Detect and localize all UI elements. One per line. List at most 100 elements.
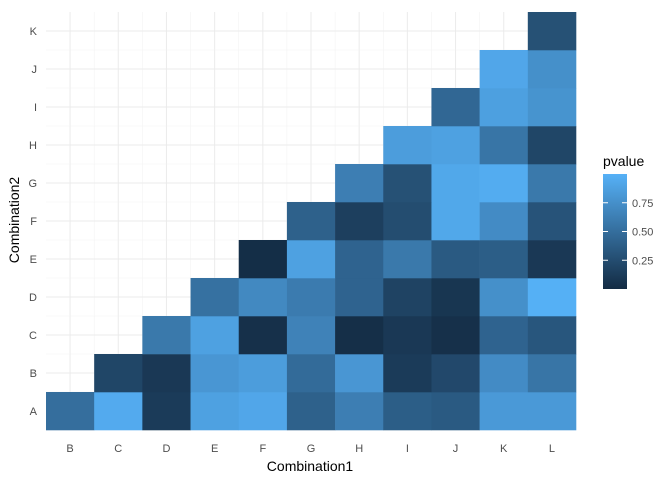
y-axis-ticks: A B C D E F G H I J K [28,26,37,418]
x-axis-ticks: B C D E F G H I J K L [66,443,555,455]
heatmap-cell [527,202,577,241]
x-tick-label: G [307,443,316,455]
heatmap-cell [94,354,143,393]
heatmap-cell [142,316,191,355]
heatmap-cell [238,240,288,279]
heatmap-cell [335,240,384,279]
heatmap-cell [286,392,336,431]
heatmap-cell [479,240,529,279]
heatmap-cell [286,240,336,279]
x-tick-label: K [500,443,508,455]
x-tick-label: J [453,443,459,455]
heatmap-cell [46,392,95,431]
x-tick-label: E [211,443,218,455]
legend-tick-label: 0.50 [632,227,653,239]
y-tick-label: A [30,406,38,418]
heatmap-cell [383,316,432,355]
x-tick-label: C [114,443,122,455]
y-axis-title: Combination2 [6,177,22,264]
heatmap-cell [527,12,577,51]
x-tick-label: F [259,443,266,455]
heatmap-cell [527,50,577,89]
heatmap-cell [479,88,529,127]
y-tick-label: G [28,178,37,190]
heatmap-cell [190,316,240,355]
heatmap-cell [479,354,529,393]
heatmap-cell [479,164,529,203]
heatmap-cell [527,354,577,393]
legend: pvalue 0.25 0.50 0.75 [603,153,653,289]
heatmap-cell [238,354,288,393]
heatmap-cell [527,88,577,127]
x-tick-label: B [66,443,73,455]
legend-tick-label: 0.25 [632,255,653,267]
heatmap-cell [479,278,529,317]
heatmap-cell [527,126,577,165]
heatmap-cell [479,316,529,355]
heatmap-cell [335,278,384,317]
heatmap-cell [431,278,480,317]
heatmap-cell [142,392,191,431]
heatmap-cell [527,240,577,279]
heatmap-cell [286,202,336,241]
legend-ticks: 0.25 0.50 0.75 [603,198,653,267]
heatmap-cell [479,392,529,431]
heatmap-cell [335,392,384,431]
heatmap-cell [383,240,432,279]
heatmap-cell [431,126,480,165]
heatmap-cells [46,12,577,431]
heatmap-cell [431,354,480,393]
heatmap-cell [94,392,143,431]
heatmap-cell [190,354,240,393]
x-tick-label: I [406,443,409,455]
heatmap-cell [286,278,336,317]
heatmap-cell [527,164,577,203]
heatmap-cell [190,392,240,431]
heatmap-cell [335,316,384,355]
heatmap-cell [335,202,384,241]
heatmap-cell [479,50,529,89]
heatmap-cell [383,164,432,203]
y-tick-label: C [29,330,37,342]
heatmap-cell [431,240,480,279]
heatmap-cell [286,316,336,355]
heatmap-cell [383,202,432,241]
heatmap-cell [238,316,288,355]
heatmap-cell [383,278,432,317]
legend-title: pvalue [603,153,644,169]
heatmap-cell [431,202,480,241]
heatmap-cell [142,354,191,393]
heatmap-cell [383,126,432,165]
heatmap-cell [431,88,480,127]
y-tick-label: K [30,26,38,38]
heatmap-cell [527,392,577,431]
x-axis-title: Combination1 [267,458,354,474]
heatmap-cell [238,392,288,431]
heatmap-cell [190,278,240,317]
x-tick-label: L [549,443,555,455]
heatmap-cell [527,316,577,355]
y-tick-label: F [30,216,37,228]
heatmap-cell [383,392,432,431]
heatmap-cell [479,202,529,241]
y-tick-label: B [30,368,37,380]
heatmap-cell [431,392,480,431]
heatmap-cell [335,164,384,203]
heatmap-cell [383,354,432,393]
heatmap-cell [527,278,577,317]
y-tick-label: I [34,102,37,114]
legend-tick-label: 0.75 [632,198,653,210]
y-tick-label: D [29,292,37,304]
heatmap-cell [479,126,529,165]
x-tick-label: H [355,443,363,455]
heatmap-cell [431,164,480,203]
heatmap-cell [335,354,384,393]
x-tick-label: D [162,443,170,455]
heatmap-cell [238,278,288,317]
y-tick-label: J [32,64,38,76]
heatmap-cell [286,354,336,393]
y-tick-label: H [29,140,37,152]
heatmap-cell [431,316,480,355]
y-tick-label: E [30,254,37,266]
